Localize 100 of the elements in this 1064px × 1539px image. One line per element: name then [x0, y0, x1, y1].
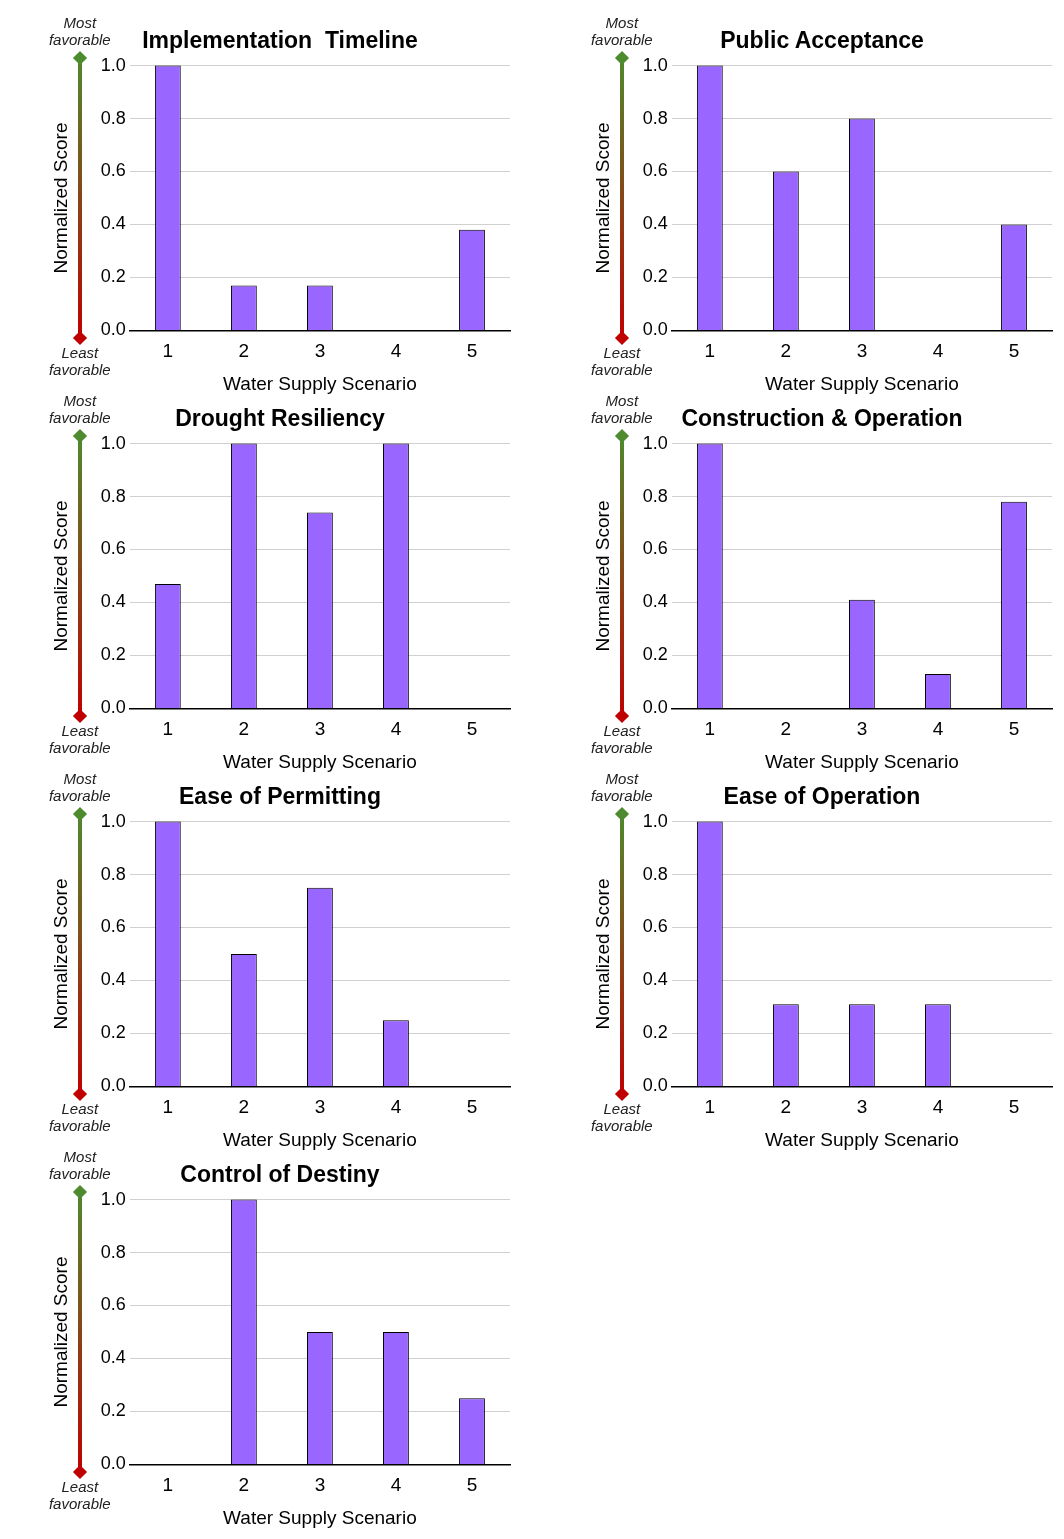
y-tick-label: 0.4: [100, 591, 126, 612]
y-tick-label: 0.8: [100, 1241, 126, 1262]
x-tick-label: 1: [704, 718, 716, 740]
x-axis-title: Water Supply Scenario: [223, 750, 417, 772]
y-tick-label: 0.8: [100, 485, 126, 506]
y-tick-label: 0.0: [100, 697, 126, 718]
y-tick-label: 0.0: [100, 319, 126, 340]
y-tick-label: 1.0: [100, 54, 126, 75]
y-tick-label: 0.8: [642, 863, 668, 884]
x-tick-label: 2: [780, 340, 792, 362]
y-tick-label: 0.2: [100, 266, 126, 287]
y-tick-label: 0.0: [100, 1453, 126, 1474]
y-tick-label: 0.8: [642, 485, 668, 506]
y-tick-label: 0.8: [100, 863, 126, 884]
x-tick-label: 1: [162, 1474, 174, 1496]
x-tick-label: 4: [390, 340, 402, 362]
x-tick-label: 1: [162, 718, 174, 740]
y-tick-label: 0.6: [100, 1294, 126, 1315]
y-tick-label: 0.0: [642, 1075, 668, 1096]
x-tick-label: 4: [390, 718, 402, 740]
x-tick-label: 4: [932, 1096, 944, 1118]
y-tick-label: 1.0: [642, 810, 668, 831]
y-tick-label: 1.0: [100, 1188, 126, 1209]
y-tick-label: 0.0: [642, 697, 668, 718]
x-tick-label: 1: [704, 340, 716, 362]
y-tick-label: 0.6: [100, 538, 126, 559]
text: Most favorable: [47, 769, 112, 804]
x-tick-label: 4: [932, 340, 944, 362]
text: Most favorable: [47, 391, 112, 426]
x-tick-label: 2: [238, 1096, 250, 1118]
y-tick-label: 0.2: [100, 1400, 126, 1421]
x-tick-label: 5: [466, 1474, 478, 1496]
x-tick-label: 5: [466, 1096, 478, 1118]
chart-title: Ease of Permitting: [179, 783, 381, 810]
x-tick-label: 3: [314, 1474, 326, 1496]
x-tick-label: 2: [780, 1096, 792, 1118]
x-tick-label: 2: [238, 718, 250, 740]
text: Least favorable: [589, 722, 654, 757]
y-tick-label: 1.0: [100, 810, 126, 831]
x-tick-label: 2: [780, 718, 792, 740]
x-axis-title: Water Supply Scenario: [223, 372, 417, 394]
text: Least favorable: [47, 722, 112, 757]
x-tick-label: 5: [466, 718, 478, 740]
x-tick-label: 4: [932, 718, 944, 740]
y-tick-label: 0.2: [642, 266, 668, 287]
x-tick-label: 5: [466, 340, 478, 362]
chart-title: Implementation Timeline: [142, 27, 418, 54]
y-tick-label: 0.2: [642, 1022, 668, 1043]
chart-title: Control of Destiny: [180, 1161, 380, 1188]
x-tick-label: 3: [856, 340, 868, 362]
y-tick-label: 0.0: [100, 1075, 126, 1096]
y-tick-label: 0.2: [642, 644, 668, 665]
x-tick-label: 3: [314, 718, 326, 740]
chart-title: Public Acceptance: [720, 27, 924, 54]
text: Least favorable: [589, 1100, 654, 1135]
x-tick-label: 3: [314, 1096, 326, 1118]
text: Most favorable: [47, 13, 112, 48]
y-tick-label: 0.8: [642, 107, 668, 128]
y-tick-label: 0.2: [100, 1022, 126, 1043]
text: Least favorable: [47, 1100, 112, 1135]
y-tick-label: 0.6: [642, 538, 668, 559]
y-tick-label: 1.0: [642, 54, 668, 75]
x-axis-title: Water Supply Scenario: [765, 372, 959, 394]
text: Most favorable: [589, 391, 654, 426]
y-tick-label: 0.6: [100, 160, 126, 181]
x-axis-title: Water Supply Scenario: [765, 1128, 959, 1150]
y-tick-label: 1.0: [100, 432, 126, 453]
x-tick-label: 3: [314, 340, 326, 362]
chart-title: Construction & Operation: [681, 405, 963, 432]
y-tick-label: 0.6: [642, 916, 668, 937]
y-axis-title: Normalized Score: [49, 1256, 71, 1408]
chart-title: Drought Resiliency: [175, 405, 385, 432]
y-axis-title: Normalized Score: [591, 500, 613, 652]
y-tick-label: 0.4: [100, 1347, 126, 1368]
x-tick-label: 5: [1008, 340, 1020, 362]
x-tick-label: 1: [162, 340, 174, 362]
x-tick-label: 4: [390, 1474, 402, 1496]
y-tick-label: 0.4: [642, 213, 668, 234]
y-tick-label: 0.2: [100, 644, 126, 665]
x-tick-label: 4: [390, 1096, 402, 1118]
y-axis-title: Normalized Score: [49, 500, 71, 652]
x-tick-label: 2: [238, 340, 250, 362]
y-tick-label: 1.0: [642, 432, 668, 453]
x-tick-label: 5: [1008, 1096, 1020, 1118]
x-axis-title: Water Supply Scenario: [223, 1506, 417, 1528]
x-tick-label: 5: [1008, 718, 1020, 740]
text: Most favorable: [589, 13, 654, 48]
y-tick-label: 0.4: [100, 213, 126, 234]
y-axis-title: Normalized Score: [49, 122, 71, 274]
text: Least favorable: [589, 344, 654, 379]
y-tick-label: 0.6: [100, 916, 126, 937]
text: Least favorable: [47, 344, 112, 379]
x-axis-title: Water Supply Scenario: [765, 750, 959, 772]
x-tick-label: 2: [238, 1474, 250, 1496]
y-tick-label: 0.6: [642, 160, 668, 181]
x-axis-title: Water Supply Scenario: [223, 1128, 417, 1150]
x-tick-label: 3: [856, 1096, 868, 1118]
text: Most favorable: [589, 769, 654, 804]
y-tick-label: 0.4: [642, 969, 668, 990]
y-tick-label: 0.4: [642, 591, 668, 612]
